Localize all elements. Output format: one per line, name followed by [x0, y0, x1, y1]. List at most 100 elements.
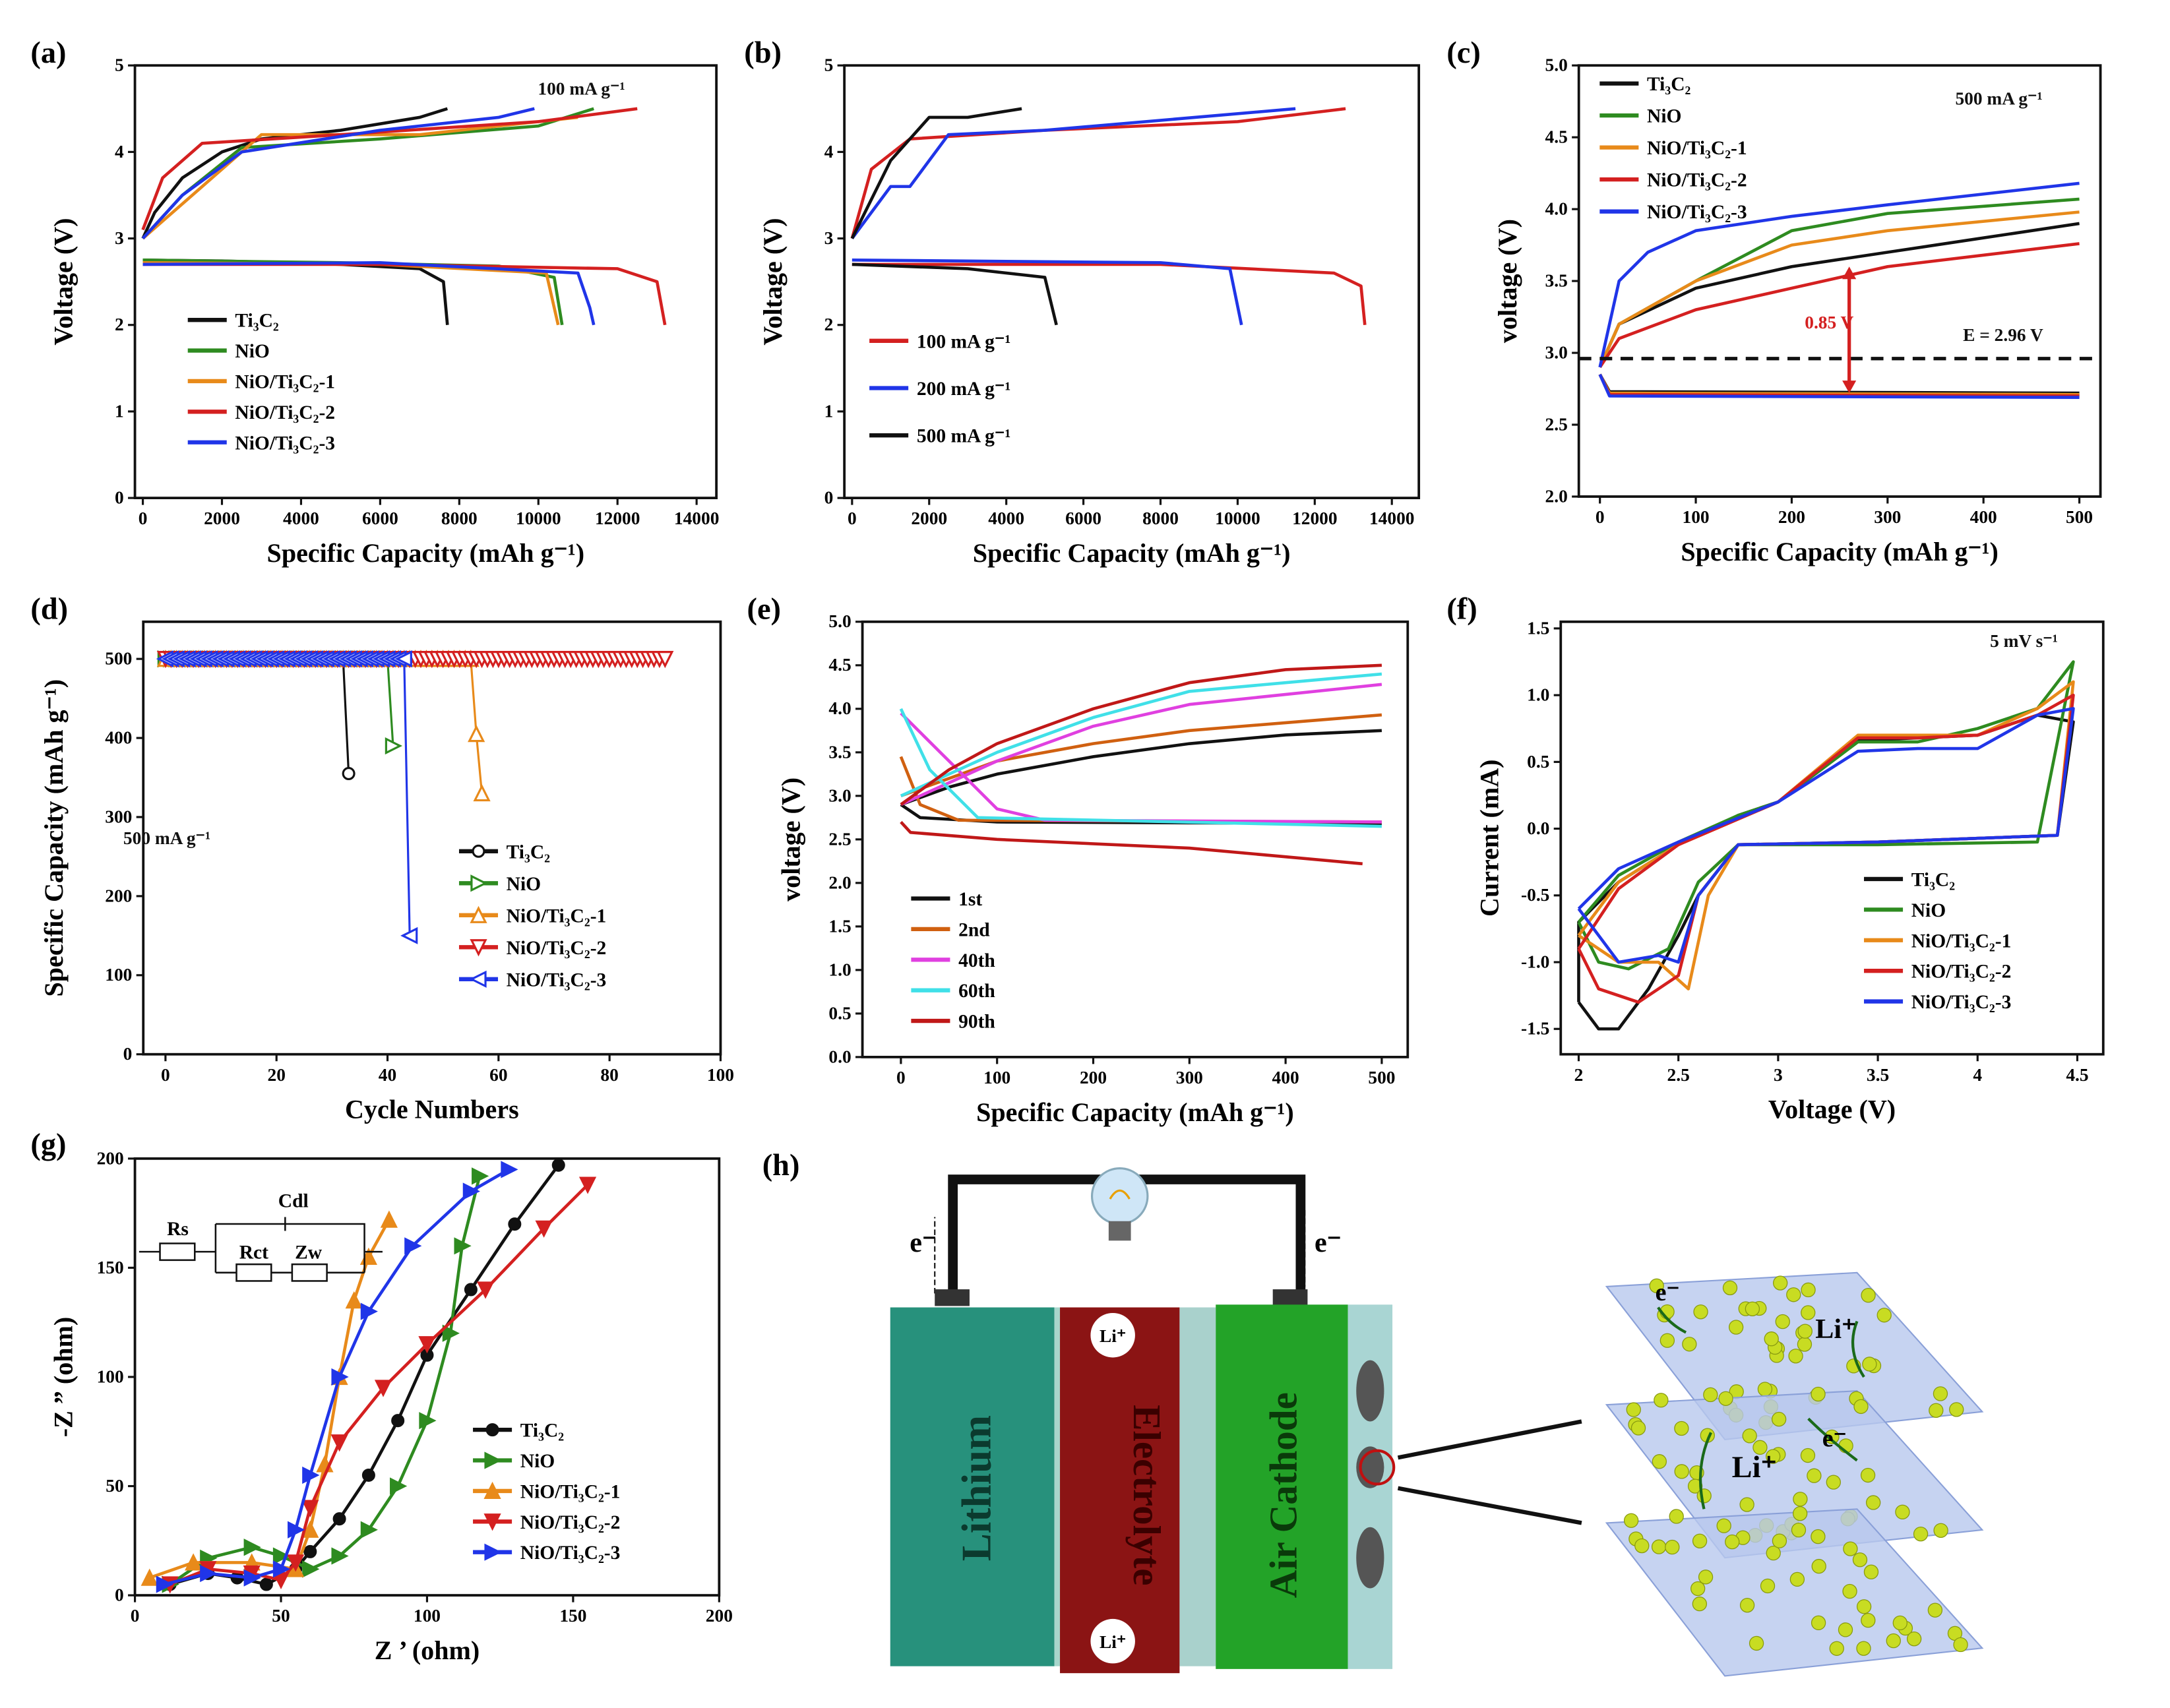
y-tick-label: 0.5 [1527, 752, 1549, 772]
series-nio-ti-c-2-line [1598, 242, 2080, 369]
annotation-text: 500 mA g⁻¹ [1955, 88, 2042, 108]
electron-label-left: e⁻ [910, 1227, 937, 1258]
lithium-label: Lithium [954, 1415, 1000, 1561]
series-nio-ti-c-3-point [404, 1237, 422, 1255]
series-nio-ti-c-3-point [272, 1560, 291, 1578]
catalyst-particle [1800, 1448, 1816, 1463]
catalyst-particle [1772, 1275, 1788, 1291]
catalyst-particle [1623, 1513, 1639, 1528]
y-tick-label: 3 [115, 228, 124, 248]
legend-label: Ti₃C₂ [507, 841, 551, 863]
panel-b: (b) 0 2000 4000 6000 8000 10000 12000 14000 0 1 2 3 4… [744, 36, 1421, 568]
legend-label: Ti₃C₂ [1647, 74, 1691, 95]
y-tick-label: 4.0 [1545, 199, 1568, 219]
legend-marker [484, 1543, 502, 1561]
catalyst-particle [1811, 1529, 1826, 1544]
resistor-rct [235, 1263, 272, 1282]
panel-c: (c) 0 100 200 300 400 500 2.0 2.5 3.0 3.5 4.0 4.5 5.0… [1446, 36, 2102, 566]
series-nio-ti-c-2-point [287, 1554, 305, 1572]
catalyst-particle [1749, 1635, 1764, 1651]
catalyst-particle [1811, 1386, 1826, 1402]
y-tick-label: 3.5 [1545, 271, 1568, 291]
circuit-label: Rs [167, 1219, 189, 1240]
series-nio-point [360, 1521, 378, 1539]
y-tick-label: 3.5 [828, 742, 851, 762]
series-90th-line [900, 820, 1363, 866]
electrolyte-label: Electrolyte [1125, 1405, 1169, 1585]
zoom-label-li1: Li⁺ [1815, 1314, 1856, 1345]
series-60th-line [899, 708, 1382, 828]
x-tick-label: 100 [983, 1068, 1010, 1087]
series-nio-ti-c-3-point [156, 1575, 173, 1593]
y-tick-label: 5.0 [1545, 55, 1568, 75]
plot-frame [133, 1157, 721, 1597]
catalyst-particle [1801, 1282, 1816, 1298]
catalyst-particle [1949, 1402, 1964, 1417]
y-tick-label: 2 [824, 315, 834, 334]
y-tick-label: 4.5 [828, 655, 851, 675]
series-nio-ti-c-1-point [140, 1568, 158, 1586]
y-axis-label: voltage (V) [1493, 219, 1522, 343]
legend-label: NiO/Ti₃C₂-1 [520, 1481, 621, 1502]
legend-label: NiO/Ti₃C₂-1 [235, 371, 335, 392]
series-ti-c--line [1598, 373, 2080, 395]
y-tick-label: 5 [824, 55, 834, 75]
series-nio-ti-c-2-line [141, 107, 638, 231]
air-cathode-label: Air Cathode [1262, 1392, 1305, 1598]
legend-label: Ti₃C₂ [520, 1420, 565, 1442]
catalyst-particle [1690, 1581, 1706, 1597]
annotation-text: 0.85 V [1805, 313, 1853, 332]
catalyst-particle [1853, 1399, 1869, 1415]
x-tick-label: 300 [1874, 507, 1901, 527]
catalyst-particle [1865, 1495, 1881, 1510]
panel-label-e: (e) [747, 593, 781, 626]
legend-label: NiO/Ti₃C₂-3 [520, 1542, 621, 1564]
catalyst-particle [1792, 1506, 1808, 1521]
y-tick-label: -0.5 [1521, 885, 1549, 905]
legend-label: NiO/Ti₃C₂-3 [507, 969, 607, 991]
x-tick-label: 2.5 [1667, 1065, 1690, 1085]
legend-label: NiO/Ti₃C₂-3 [1647, 202, 1747, 223]
catalyst-particle [1760, 1578, 1776, 1594]
y-tick-label: 5 [115, 55, 124, 75]
catalyst-particle [1801, 1305, 1816, 1320]
legend-label: NiO/Ti₃C₂-1 [1647, 138, 1747, 159]
li-ion-bottom-label: Li⁺ [1100, 1632, 1126, 1652]
y-tick-label: 200 [105, 886, 132, 905]
series-ti-c--point [259, 1577, 273, 1591]
catalyst-particle [1665, 1539, 1680, 1555]
catalyst-particle [1829, 1641, 1844, 1656]
series-ti-c--line [141, 107, 449, 239]
series-nio-ti-c-3-point [462, 1182, 480, 1200]
catalyst-particle [1742, 1428, 1757, 1444]
li-ion-bottom [1090, 1618, 1135, 1664]
series-nio-ti-c-3-point [400, 927, 418, 944]
catalyst-particle [1807, 1468, 1822, 1483]
annotation-text: 500 mA g⁻¹ [123, 828, 210, 848]
legend-label: NiO [520, 1451, 555, 1472]
series-ti-c--point [361, 1468, 375, 1482]
y-tick-label: 4 [115, 142, 124, 162]
panel-h-battery-diagram: (h) e⁻ e⁻ Lithium Electrolyte Air Cathod… [762, 1149, 1984, 1677]
y-tick-label: -1.5 [1521, 1019, 1549, 1039]
legend-label: NiO/Ti₃C₂-2 [520, 1512, 621, 1533]
series-nio-ti-c-2-point [535, 1220, 553, 1238]
series-ti-c--point [391, 1414, 405, 1428]
series-nio-ti-c-3-point [394, 650, 412, 668]
series-ti-c--line [142, 259, 449, 325]
x-tick-label: 150 [559, 1606, 586, 1626]
catalyst-particle [1863, 1564, 1879, 1579]
catalyst-particle [1842, 1583, 1857, 1599]
x-tick-label: 12000 [595, 508, 640, 528]
series-nio-ti-c-1-point [185, 1553, 202, 1571]
plot-frame [861, 620, 1410, 1058]
x-tick-label: 8000 [1142, 508, 1179, 528]
y-tick-label: 4 [824, 142, 834, 162]
x-axis-label: Specific Capacity (mAh g⁻¹) [973, 538, 1291, 568]
panel-label-a: (a) [30, 36, 66, 70]
lithium-anode [890, 1307, 1055, 1666]
y-tick-label: 3 [824, 228, 834, 248]
legend-label: NiO/Ti₃C₂-1 [507, 905, 607, 927]
x-tick-label: 2000 [204, 508, 240, 528]
series-500-ma-g--line [850, 107, 1022, 239]
